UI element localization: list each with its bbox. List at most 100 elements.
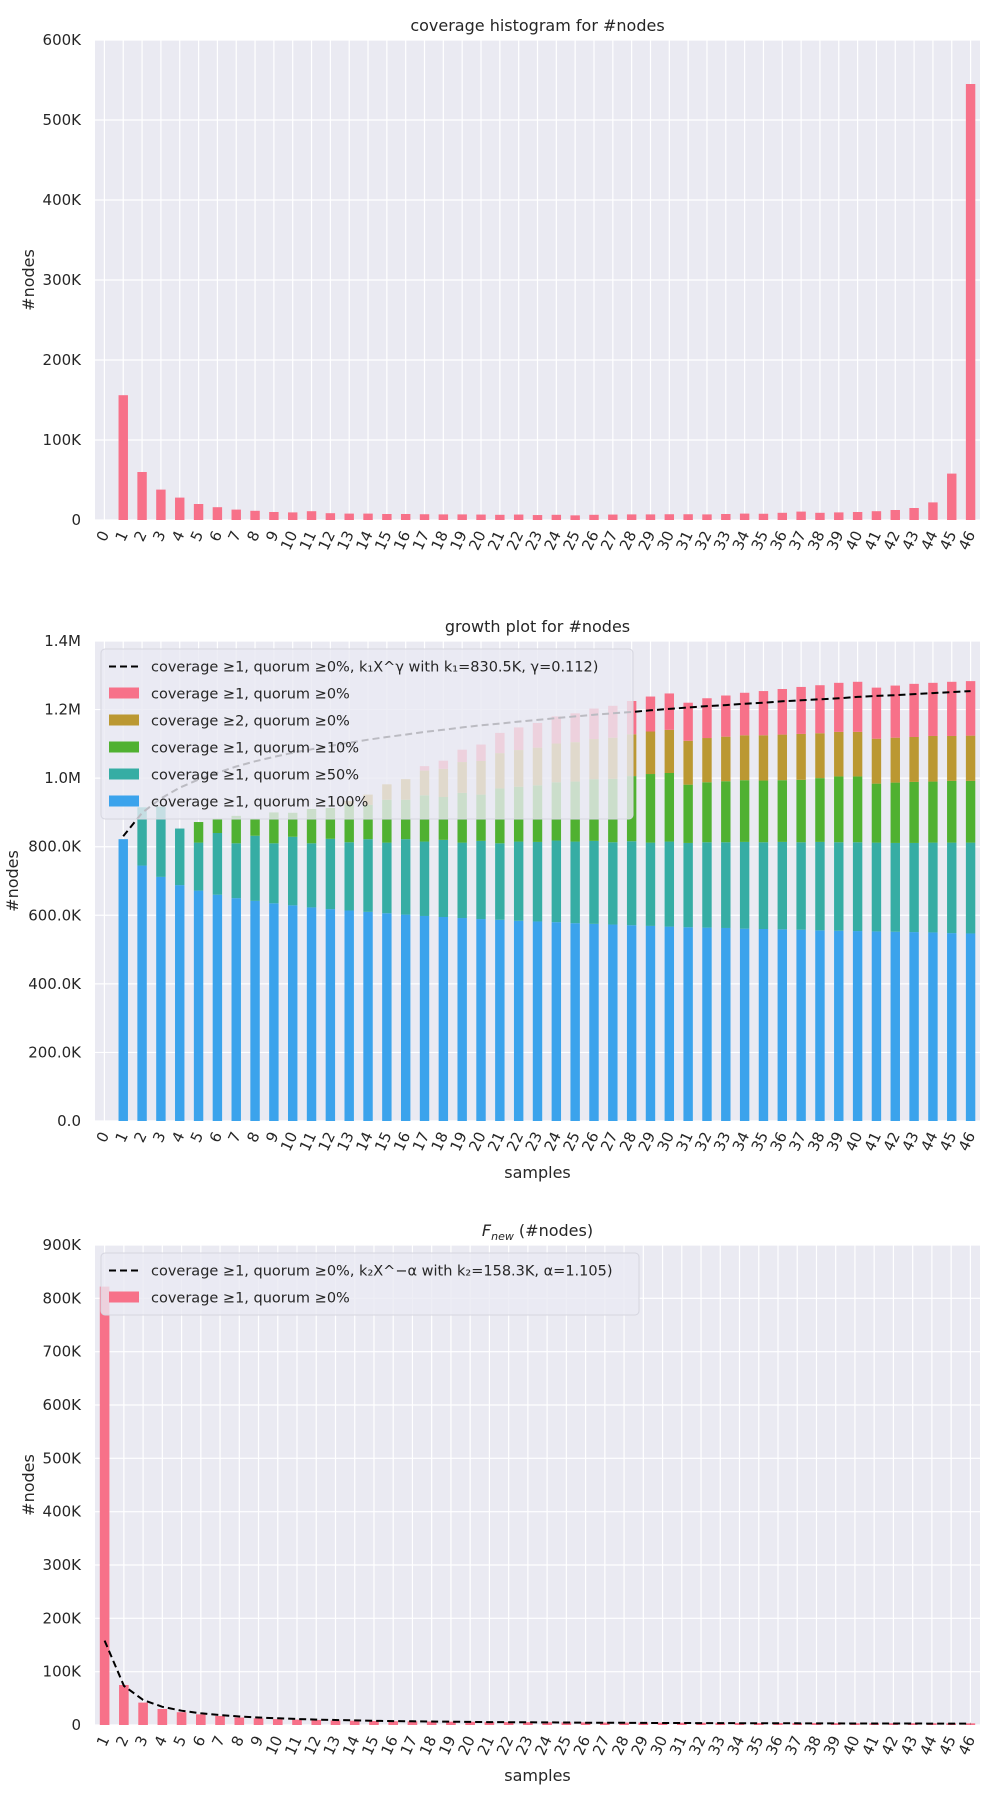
y-tick-label: 1.2M	[44, 701, 81, 719]
bar-coverage-ge1-q0	[419, 514, 430, 520]
bar-coverage-ge2-q0	[645, 731, 656, 775]
legend: coverage ≥1, quorum ≥0%, k₂X^−α with k₂=…	[100, 1252, 640, 1316]
fit-line	[103, 1640, 971, 1725]
bar-coverage-ge2-q0	[909, 737, 919, 782]
bar-coverage-ge1-q0	[758, 513, 769, 520]
title-rest: (#nodes)	[514, 1221, 593, 1240]
bar-coverage-ge1-q0	[156, 489, 166, 520]
y-tick-label: 400K	[43, 1503, 83, 1521]
bar-coverage-ge1-q10	[796, 779, 806, 843]
bar-coverage-ge1-q50	[645, 842, 656, 926]
bar-coverage-ge1-q0	[645, 696, 656, 732]
bar-coverage-ge1-q100	[513, 920, 524, 1121]
bar-coverage-ge1-q10	[212, 819, 223, 833]
bar-coverage-ge1-q10	[739, 780, 750, 842]
bar-coverage-ge1-q0	[269, 512, 279, 520]
legend-label: coverage ≥1, quorum ≥10%	[151, 741, 359, 757]
bar-coverage-ge1-q100	[532, 921, 543, 1121]
y-tick-label: 1.0M	[44, 769, 81, 787]
bar-coverage-ge2-q0	[890, 737, 900, 783]
bar-coverage-ge1-q50	[250, 835, 260, 901]
y-tick-label: 600.0K	[28, 906, 82, 924]
bar-coverage-ge1-q100	[570, 923, 580, 1121]
bar-coverage-ge1-q100	[551, 922, 562, 1121]
bar-coverage-ge1-q0	[834, 512, 844, 520]
bar-coverage-ge1-q100	[457, 918, 467, 1121]
bar-coverage-ge1-q0	[871, 687, 882, 739]
legend: coverage ≥1, quorum ≥0%, k₁X^γ with k₁=8…	[100, 648, 634, 820]
bar-coverage-ge1-q100	[156, 876, 166, 1121]
bar-coverage-ge1-q50	[382, 842, 392, 914]
bar-coverage-ge1-q100	[438, 917, 449, 1121]
bar-coverage-ge1-q50	[570, 841, 580, 924]
bar-coverage-ge1-q50	[419, 841, 430, 916]
bar-coverage-ge1-q50	[457, 842, 467, 919]
y-tick-label: 100K	[43, 431, 83, 449]
bar-coverage-ge1-q50	[156, 806, 166, 877]
bar-coverage-ge1-q100	[419, 915, 430, 1121]
bar-coverage-ge1-q100	[796, 929, 806, 1121]
bar-coverage-ge1-q50	[702, 842, 712, 928]
bar-coverage-ge1-q0	[664, 693, 675, 730]
bar-coverage-ge1-q0	[272, 1719, 283, 1725]
bar-coverage-ge1-q0	[99, 1286, 110, 1725]
bar-coverage-ge1-q50	[400, 839, 411, 915]
bar-coverage-ge1-q50	[664, 841, 675, 927]
bar-coverage-ge1-q10	[702, 782, 712, 843]
bar-coverage-ge2-q0	[664, 729, 675, 773]
legend-box	[100, 1252, 640, 1316]
bar-coverage-ge1-q0	[157, 1709, 168, 1725]
y-tick-label: 200K	[43, 1609, 83, 1627]
bar-coverage-ge1-q0	[253, 1718, 264, 1725]
bar-coverage-ge1-q0	[580, 1722, 591, 1725]
bar-coverage-ge1-q50	[909, 842, 919, 933]
bar-coverage-ge1-q100	[382, 913, 392, 1121]
bar-coverage-ge1-q100	[175, 885, 185, 1121]
x-axis-label: samples	[504, 1163, 571, 1182]
bar-coverage-ge1-q100	[288, 905, 298, 1121]
bar-coverage-ge1-q10	[288, 812, 298, 837]
bar-coverage-ge1-q10	[683, 784, 693, 843]
bar-coverage-ge1-q0	[438, 514, 449, 520]
bar-coverage-ge1-q50	[438, 839, 449, 917]
title-subscript: new	[491, 1230, 514, 1243]
bar-coverage-ge1-q10	[325, 807, 336, 839]
bar-coverage-ge1-q0	[193, 504, 204, 520]
bar-coverage-ge1-q100	[400, 914, 411, 1121]
y-tick-label: 900K	[43, 1236, 83, 1254]
bar-coverage-ge1-q0	[503, 1722, 514, 1725]
legend-label: coverage ≥1, quorum ≥0%	[151, 1291, 350, 1307]
bar-coverage-ge1-q50	[852, 842, 863, 932]
bar-coverage-ge1-q10	[815, 778, 825, 842]
bar-coverage-ge1-q50	[513, 841, 524, 921]
bar-coverage-ge1-q100	[664, 926, 675, 1121]
bar-coverage-ge1-q0	[852, 681, 863, 732]
bar-coverage-ge1-q10	[947, 780, 957, 843]
y-tick-label: 500K	[43, 1449, 83, 1467]
bar-coverage-ge1-q100	[645, 925, 656, 1121]
bar-coverage-ge1-q0	[215, 1715, 225, 1725]
bar-coverage-ge1-q100	[626, 925, 637, 1121]
bar-coverage-ge2-q0	[815, 733, 825, 779]
bar-coverage-ge1-q50	[815, 841, 825, 931]
x-axis-label: samples	[504, 1766, 571, 1785]
y-tick-label: 0.0	[57, 1112, 81, 1130]
bar-coverage-ge1-q100	[702, 927, 712, 1121]
y-tick-label: 800K	[43, 1289, 83, 1307]
bar-coverage-ge1-q0	[815, 512, 825, 520]
bar-coverage-ge1-q0	[909, 683, 919, 737]
chart-title: coverage histogram for #nodes	[410, 16, 664, 35]
bar-coverage-ge1-q0	[138, 1702, 148, 1725]
bar-coverage-ge1-q50	[890, 842, 900, 932]
bar-coverage-ge1-q100	[909, 932, 919, 1121]
bar-coverage-ge1-q50	[325, 838, 336, 910]
bar-coverage-ge1-q0	[739, 692, 750, 736]
bar-coverage-ge1-q0	[476, 514, 486, 520]
bar-coverage-ge1-q0	[196, 1714, 206, 1725]
bar-coverage-ge1-q0	[446, 1721, 456, 1725]
chart-3: 0100K200K300K400K500K600K700K800K900K123…	[19, 1221, 980, 1785]
bar-coverage-ge1-q100	[476, 919, 486, 1121]
y-tick-label: 600K	[43, 1396, 83, 1414]
y-axis-label: #nodes	[19, 1454, 38, 1516]
